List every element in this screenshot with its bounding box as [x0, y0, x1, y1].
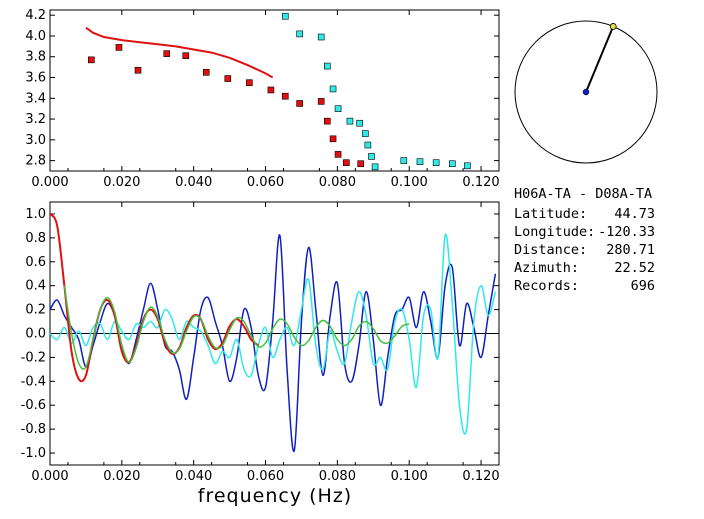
bottom-xtick-label: 0.060 [247, 469, 284, 484]
bottom-ytick-label: 0.0 [25, 327, 46, 342]
info-value-azimuth: 22.52 [614, 260, 655, 276]
top-marker-series-0 [343, 159, 350, 166]
top-marker-series-0 [202, 69, 210, 76]
top-ytick-label: 3.0 [25, 133, 46, 148]
bottom-ytick-label: 0.2 [25, 303, 46, 318]
top-ytick-label: 4.2 [25, 8, 46, 23]
azimuth-circle-outline [514, 20, 658, 164]
info-title: H06A-TA - D08A-TA [514, 186, 652, 202]
top-marker-series-0 [134, 66, 142, 74]
info-label-distance: Distance: [514, 242, 587, 258]
top-marker-series-1 [449, 160, 456, 168]
top-marker-series-0 [182, 52, 190, 60]
info-value-records: 696 [631, 278, 655, 294]
top-marker-series-0 [163, 50, 171, 57]
top-model-curve [85, 26, 274, 79]
info-panel: H06A-TA - D08A-TA Latitude: 44.73 Longit… [514, 186, 655, 294]
top-marker-series-1 [400, 157, 408, 164]
top-marker-series-1 [416, 158, 424, 165]
bottom-xtick-label: 0.000 [31, 469, 68, 484]
bottom-xtick-label: 0.020 [103, 469, 140, 484]
info-value-longitude: -120.33 [598, 224, 655, 240]
top-xtick-label: 0.040 [175, 175, 212, 190]
observed-imag-line [49, 233, 497, 435]
top-marker-series-1 [464, 162, 471, 170]
top-marker-series-0 [246, 79, 253, 87]
top-ytick-label: 2.8 [25, 154, 46, 169]
top-xtick-label: 0.080 [319, 175, 356, 190]
top-marker-series-0 [267, 86, 275, 94]
top-marker-series-1 [329, 85, 337, 93]
top-ytick-label: 3.8 [25, 50, 46, 65]
top-marker-series-0 [296, 100, 303, 107]
bottom-axis-ticks: 0.000 0.020 0.040 0.060 0.080 0.100 0.120 1.0 0.… [21, 202, 500, 484]
info-label-azimuth: Azimuth: [514, 260, 579, 276]
top-marker-series-1 [281, 12, 289, 20]
top-marker-series-1 [334, 105, 342, 112]
top-marker-series-0 [329, 135, 337, 143]
bottom-xtick-label: 0.120 [462, 469, 499, 484]
top-marker-series-1 [296, 30, 303, 38]
phase-velocity-panel: 0.000 0.020 0.040 0.060 0.080 0.100 0.120 2.8 3.… [25, 8, 499, 190]
station-edge-dot [609, 23, 617, 30]
bottom-xtick-label: 0.080 [319, 469, 356, 484]
info-label-records: Records: [514, 278, 579, 294]
top-marker-series-0 [324, 117, 331, 125]
bottom-ytick-label: 0.6 [25, 255, 46, 270]
top-ytick-label: 4.0 [25, 29, 46, 44]
info-value-latitude: 44.73 [614, 206, 655, 222]
info-value-distance: 280.71 [606, 242, 655, 258]
top-marker-series-1 [364, 141, 372, 149]
top-xtick-label: 0.060 [247, 175, 284, 190]
bottom-series-group [49, 213, 497, 453]
observed-real-line [49, 234, 497, 453]
bottom-xtick-label: 0.100 [391, 469, 428, 484]
top-marker-series-1 [317, 33, 325, 41]
top-marker-series-1 [432, 159, 440, 166]
info-label-latitude: Latitude: [514, 206, 587, 222]
bottom-ytick-label: 0.4 [25, 279, 46, 294]
correlation-panel: 0.000 0.020 0.040 0.060 0.080 0.100 0.120 1.0 0.… [21, 201, 500, 507]
bottom-ytick-label: 0.8 [25, 231, 46, 246]
bottom-ytick-label: -0.2 [21, 350, 46, 365]
top-marker-series-1 [324, 62, 331, 70]
top-marker-series-1 [346, 117, 354, 125]
x-axis-label: frequency (Hz) [198, 485, 352, 507]
bottom-ytick-label: -0.8 [21, 422, 46, 437]
bottom-xtick-label: 0.040 [175, 469, 212, 484]
top-series-group [85, 12, 471, 171]
top-plot-frame [49, 9, 500, 172]
top-marker-series-0 [357, 160, 365, 168]
station-center-dot [582, 88, 590, 96]
bottom-ytick-label: -0.6 [21, 398, 46, 413]
top-xtick-label: 0.100 [391, 175, 428, 190]
bottom-ytick-label: -0.4 [21, 374, 46, 389]
bottom-ytick-label: -1.0 [21, 446, 46, 461]
top-marker-series-0 [224, 75, 232, 82]
top-ytick-label: 3.6 [25, 71, 46, 86]
top-ytick-label: 3.4 [25, 91, 46, 106]
azimuth-circle [514, 20, 658, 164]
top-marker-series-0 [317, 98, 325, 105]
azimuth-line [585, 26, 615, 93]
top-marker-series-0 [334, 151, 342, 158]
top-marker-series-1 [356, 119, 363, 127]
top-xtick-label: 0.020 [103, 175, 140, 190]
bottom-ytick-label: 1.0 [25, 207, 46, 222]
info-label-longitude: Longitude: [514, 224, 595, 240]
top-xtick-label: 0.120 [462, 175, 499, 190]
top-marker-series-1 [371, 163, 379, 171]
bessel-model-line [63, 285, 410, 370]
top-xtick-label: 0.000 [31, 175, 68, 190]
top-marker-series-1 [368, 153, 375, 160]
top-axis-ticks: 0.000 0.020 0.040 0.060 0.080 0.100 0.120 2.8 3.… [25, 8, 499, 190]
top-marker-series-0 [281, 92, 289, 100]
top-marker-series-0 [115, 44, 123, 51]
top-marker-series-1 [362, 130, 369, 137]
top-marker-series-0 [88, 56, 95, 64]
bessel-fit-line [49, 213, 259, 383]
top-ytick-label: 3.2 [25, 112, 46, 127]
